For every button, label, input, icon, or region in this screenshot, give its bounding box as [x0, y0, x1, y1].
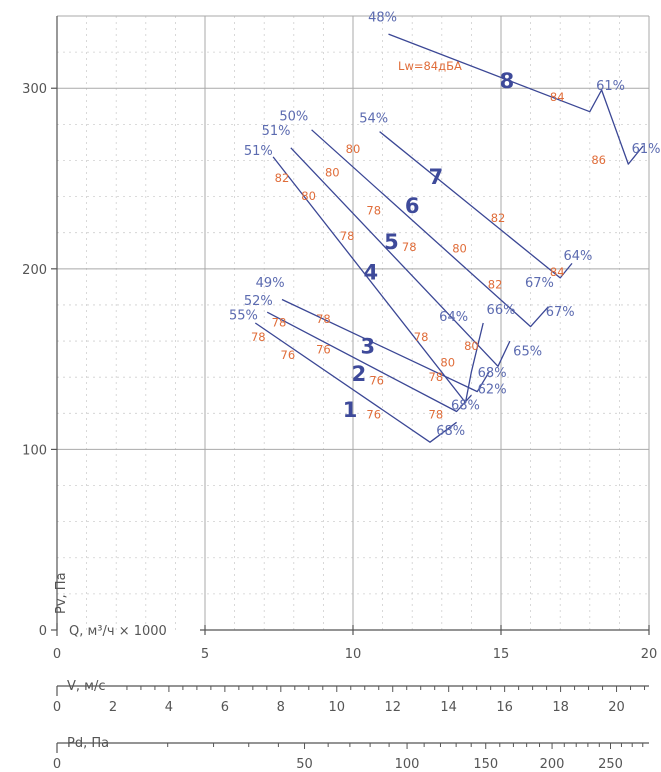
- efficiency-label: 50%: [279, 110, 308, 125]
- fan-curve-5: [290, 147, 511, 367]
- efficiency-label: 61%: [596, 79, 625, 94]
- efficiency-label: 51%: [244, 144, 273, 159]
- fan-curve-3: [281, 298, 490, 393]
- efficiency-label: 64%: [439, 310, 468, 325]
- dynamic-pressure-tick-label: 50: [296, 757, 313, 772]
- velocity-tick-label: 8: [277, 700, 285, 715]
- y-tick-label: 200: [22, 263, 47, 278]
- curve-number-label: 2: [352, 362, 367, 386]
- efficiency-label: 61%: [632, 142, 661, 157]
- noise-level-label: 80: [440, 355, 455, 369]
- noise-level-label: 78: [414, 330, 429, 344]
- dynamic-pressure-tick-label: 0: [53, 757, 61, 772]
- fan-curve-4: [272, 156, 484, 404]
- noise-level-label: 78: [340, 229, 355, 243]
- y-tick-label: 0: [39, 624, 47, 639]
- noise-level-label: 86: [591, 153, 606, 167]
- dynamic-pressure-tick-label: 100: [395, 757, 420, 772]
- noise-level-label: 78: [251, 330, 266, 344]
- curve-labels: 55%52%49%68%68%68%62%64% 66%65%67%67%64%5…: [229, 10, 660, 439]
- noise-level-label: 76: [316, 343, 331, 357]
- dynamic-pressure-tick-label: 200: [540, 757, 565, 772]
- noise-level-label: 78: [429, 408, 444, 422]
- noise-level-label: 78: [272, 316, 287, 330]
- curve-number-label: 5: [384, 230, 399, 254]
- efficiency-label: 51%: [262, 124, 291, 139]
- dynamic-pressure-tick-label: 250: [598, 757, 623, 772]
- fan-curve-6: [311, 129, 549, 328]
- velocity-tick-label: 10: [328, 700, 345, 715]
- fan-curves: [254, 33, 644, 443]
- noise-level-label: 82: [488, 278, 503, 292]
- noise-level-label: 78: [316, 312, 331, 326]
- x-tick-label: 15: [493, 647, 510, 662]
- fan-curve-1: [254, 322, 457, 443]
- efficiency-label: 66%: [487, 303, 516, 318]
- noise-level-label: 80: [325, 166, 340, 180]
- noise-level-label: 76: [369, 373, 384, 387]
- efficiency-label: 68%: [478, 366, 507, 381]
- velocity-tick-label: 4: [165, 700, 173, 715]
- efficiency-label: 67%: [546, 305, 575, 320]
- noise-level-label: 82: [491, 211, 506, 225]
- velocity-tick-label: 16: [496, 700, 513, 715]
- curve-number-label: 7: [429, 165, 444, 189]
- efficiency-label: 62%: [478, 382, 507, 397]
- efficiency-label: 67%: [525, 276, 554, 291]
- velocity-axis-label: V, м/с: [67, 679, 106, 694]
- efficiency-label: 49%: [256, 276, 285, 291]
- grid: [57, 15, 650, 630]
- efficiency-label: 64%: [564, 249, 593, 264]
- noise-level-label: 78: [366, 204, 381, 218]
- velocity-tick-label: 20: [608, 700, 625, 715]
- velocity-tick-label: 12: [384, 700, 401, 715]
- noise-level-label: 80: [301, 189, 316, 203]
- noise-level-label: 76: [366, 408, 381, 422]
- x-tick-label: 0: [53, 647, 61, 662]
- fan-curve-7: [379, 131, 573, 279]
- noise-level-label: 84: [550, 265, 565, 279]
- velocity-tick-label: 18: [552, 700, 569, 715]
- velocity-tick-label: 14: [440, 700, 457, 715]
- noise-level-label: 78: [429, 370, 444, 384]
- noise-level-label: 82: [275, 171, 290, 185]
- y-tick-label: 100: [22, 443, 47, 458]
- dynamic-pressure-tick-label: 150: [473, 757, 498, 772]
- efficiency-label: 68%: [451, 399, 480, 414]
- noise-level-label: 80: [464, 339, 479, 353]
- curve-number-label: 3: [360, 335, 375, 359]
- y-axis-label: Pv, Па: [54, 572, 69, 614]
- efficiency-label: 48%: [368, 10, 397, 25]
- noise-level-label: 80: [346, 142, 361, 156]
- velocity-tick-label: 2: [109, 700, 117, 715]
- noise-level-label: 84: [550, 90, 565, 104]
- noise-level-label: 76: [281, 348, 296, 362]
- velocity-tick-label: 0: [53, 700, 61, 715]
- x-tick-label: 10: [345, 647, 362, 662]
- curve-number-label: 4: [363, 261, 378, 285]
- fan-curve-8: [388, 33, 644, 165]
- dynamic-pressure-axis-label: Pd, Па: [67, 736, 109, 751]
- noise-level-label: 80: [452, 242, 467, 256]
- efficiency-label: 55%: [229, 308, 258, 323]
- noise-level-label: Lw=84дБА: [398, 59, 462, 73]
- efficiency-label: 65%: [513, 345, 542, 360]
- curve-number-label: 8: [500, 69, 515, 93]
- x-axis-label: Q, м³/ч × 1000: [69, 624, 167, 639]
- efficiency-label: 54%: [359, 112, 388, 127]
- x-tick-label: 20: [641, 647, 658, 662]
- y-tick-label: 300: [22, 82, 47, 97]
- curve-number-label: 1: [343, 398, 358, 422]
- x-tick-label: 5: [201, 647, 209, 662]
- velocity-tick-label: 6: [221, 700, 229, 715]
- efficiency-label: 52%: [244, 294, 273, 309]
- curve-number-label: 6: [405, 194, 420, 218]
- noise-level-label: 78: [402, 240, 417, 254]
- efficiency-label: 68%: [436, 424, 465, 439]
